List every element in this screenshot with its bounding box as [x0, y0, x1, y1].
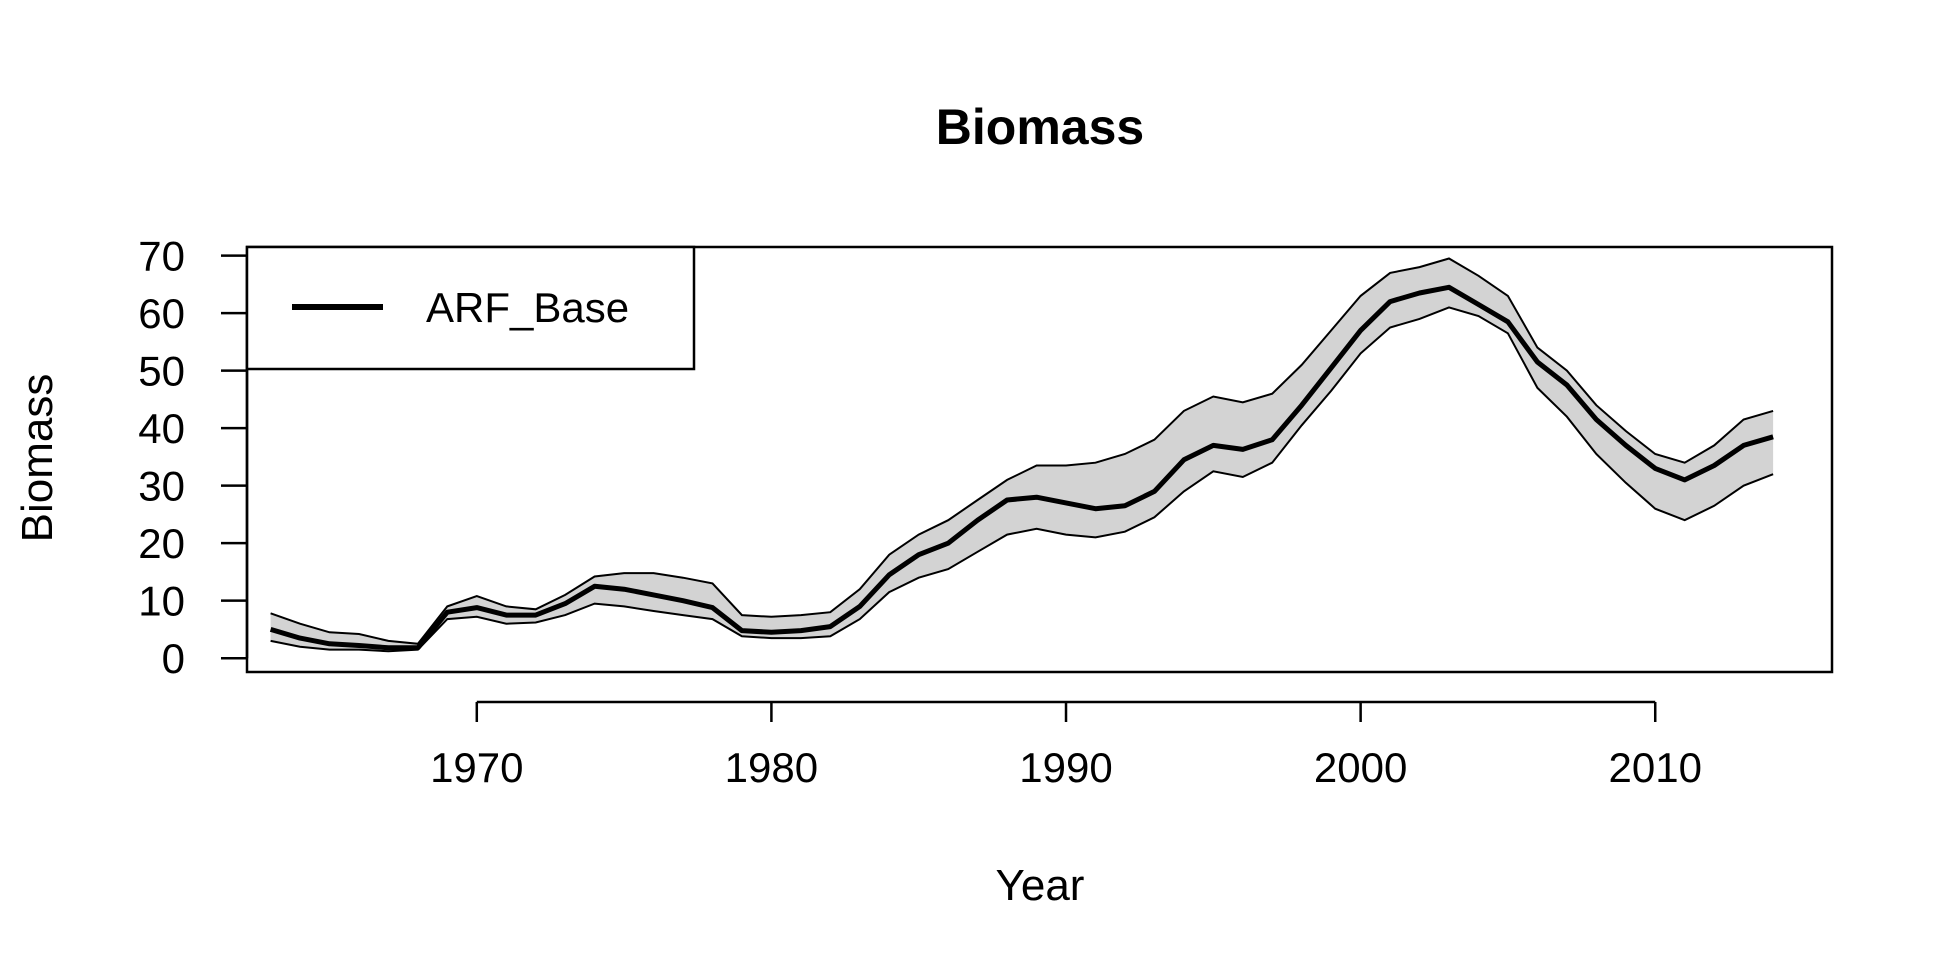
y-tick-label: 70: [138, 233, 185, 280]
y-tick-label: 20: [138, 520, 185, 567]
chart-title: Biomass: [936, 99, 1144, 155]
axes: 0 10 20 30 40 50 60 70 1970 1980 1990 2000 2010: [138, 233, 1702, 791]
x-tick-label: 1970: [430, 744, 523, 791]
y-axis-label: Biomass: [13, 374, 62, 543]
y-tick-label: 10: [138, 578, 185, 625]
legend-label: ARF_Base: [426, 284, 629, 331]
y-tick-label: 60: [138, 290, 185, 337]
x-tick-label: 1980: [725, 744, 818, 791]
legend: ARF_Base: [245, 245, 696, 371]
upper-bound-line: [270, 257, 1774, 645]
x-axis-label: Year: [996, 861, 1085, 910]
series-line-arf-base: [269, 284, 1774, 651]
x-tick-label: 2000: [1314, 744, 1407, 791]
x-tick-label: 2010: [1609, 744, 1702, 791]
x-tick-label: 1990: [1019, 744, 1112, 791]
y-tick-label: 30: [138, 463, 185, 510]
y-tick-label: 40: [138, 405, 185, 452]
plot-area: [269, 257, 1774, 653]
y-tick-label: 0: [162, 635, 185, 682]
lower-bound-line: [270, 306, 1774, 653]
y-tick-label: 50: [138, 348, 185, 395]
